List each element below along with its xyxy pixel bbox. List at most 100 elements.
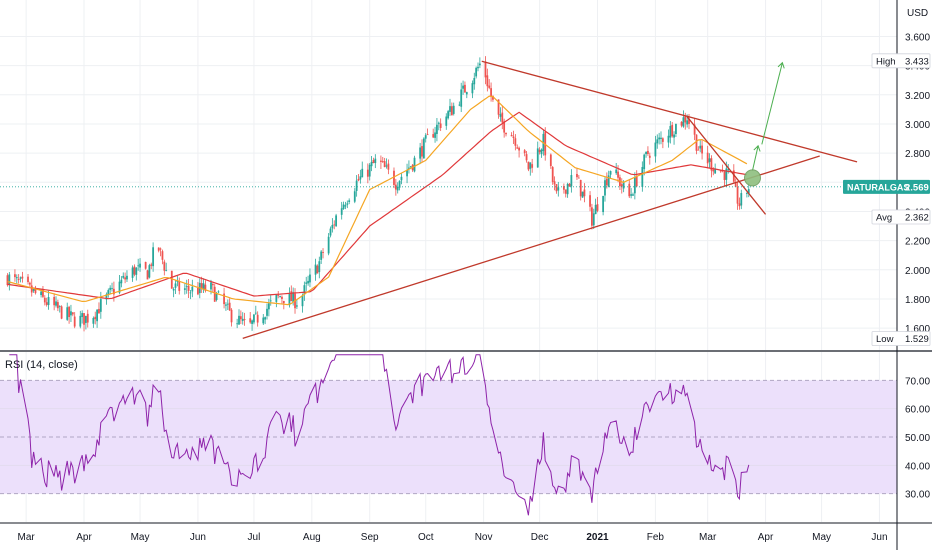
time-scale-label: Apr [758, 532, 774, 543]
candle-body [732, 170, 735, 182]
candle-body [484, 61, 487, 78]
candle-body [497, 99, 500, 115]
price-scale-tick: 3.200 [905, 91, 930, 102]
marker-value: 1.529 [905, 334, 929, 345]
marker-tag [871, 209, 931, 225]
candle-body [288, 293, 291, 306]
candle-body [656, 139, 659, 144]
candle-body [215, 293, 218, 300]
candle-body [124, 277, 127, 280]
candle-body [486, 75, 489, 87]
candle-body [282, 300, 285, 304]
candle-body [236, 323, 239, 325]
candle-body [680, 121, 683, 126]
candle-body [94, 316, 97, 320]
candle-body [353, 191, 356, 202]
candle-body [699, 145, 702, 149]
candle-body [615, 169, 618, 174]
candle-body [346, 203, 349, 205]
candle-body [307, 280, 309, 284]
candle-body [200, 283, 203, 289]
candle-body [529, 162, 532, 169]
candle-body [301, 295, 304, 307]
breakout-circle-marker [743, 169, 761, 187]
candle-body [447, 111, 450, 119]
candle-body [42, 289, 44, 297]
projection-arrow [761, 62, 783, 145]
candle-body [406, 170, 408, 177]
candle-body [185, 285, 188, 287]
candle-body [714, 168, 717, 174]
candle-body [303, 285, 306, 295]
candle-body [462, 85, 464, 89]
candle-body [393, 170, 395, 185]
candle-body [335, 215, 337, 227]
candle-body [596, 204, 599, 211]
candle-body [712, 169, 715, 172]
candle-body [357, 178, 360, 181]
trendline [686, 116, 767, 215]
price-scale-tick: 2.200 [905, 237, 930, 248]
candle-body [576, 173, 578, 178]
candle-body [27, 276, 29, 283]
candle-body [275, 294, 278, 302]
candle-body [254, 312, 257, 314]
candle-body [152, 247, 155, 267]
candle-body [514, 138, 517, 146]
candle-body [243, 319, 246, 321]
candle-body [445, 116, 448, 126]
time-scale-label: Jul [248, 532, 261, 543]
candle-body [370, 161, 373, 167]
candle-body [697, 149, 700, 151]
candle-body [436, 124, 438, 134]
candle-body [525, 154, 528, 161]
candle-body [241, 318, 244, 321]
candle-body [73, 316, 76, 327]
candle-body [92, 317, 95, 324]
candle-body [99, 299, 102, 312]
last-price-tag [843, 179, 930, 194]
candle-body [747, 189, 750, 194]
candle-body [6, 275, 9, 286]
candle-body [475, 67, 478, 77]
candle-body [372, 159, 375, 164]
candle-body [563, 186, 565, 190]
candle-body [387, 163, 390, 170]
price-scale-tick: 3.600 [905, 32, 930, 43]
candle-body [266, 308, 268, 316]
candle-body [400, 176, 403, 181]
candle-body [165, 269, 168, 271]
candle-body [98, 308, 100, 314]
candle-body [398, 180, 401, 188]
time-scale-label: Mar [18, 532, 36, 543]
candle-body [366, 169, 369, 177]
candle-body [564, 189, 567, 194]
candle-body [592, 213, 595, 226]
candle-body [686, 120, 689, 125]
candle-body [19, 277, 22, 279]
candle-body [622, 182, 625, 189]
candle-body [322, 252, 324, 253]
candle-body [477, 66, 479, 69]
candle-body [555, 184, 558, 192]
time-scale-label: May [131, 532, 150, 543]
candle-body [316, 265, 319, 274]
candle-body [570, 175, 573, 187]
candle-body [14, 274, 16, 278]
candle-body [305, 282, 308, 284]
candle-body [523, 150, 526, 154]
candle-body [290, 291, 293, 302]
candle-body [549, 154, 552, 167]
arrow-head [777, 61, 785, 69]
candle-body [719, 170, 722, 172]
candle-body [501, 112, 504, 123]
candle-body [426, 134, 429, 136]
candle-body [647, 150, 649, 154]
candle-body [144, 261, 147, 269]
candle-body [8, 274, 11, 285]
candle-body [516, 147, 519, 149]
candle-body [602, 196, 605, 213]
candle-body [178, 281, 181, 291]
